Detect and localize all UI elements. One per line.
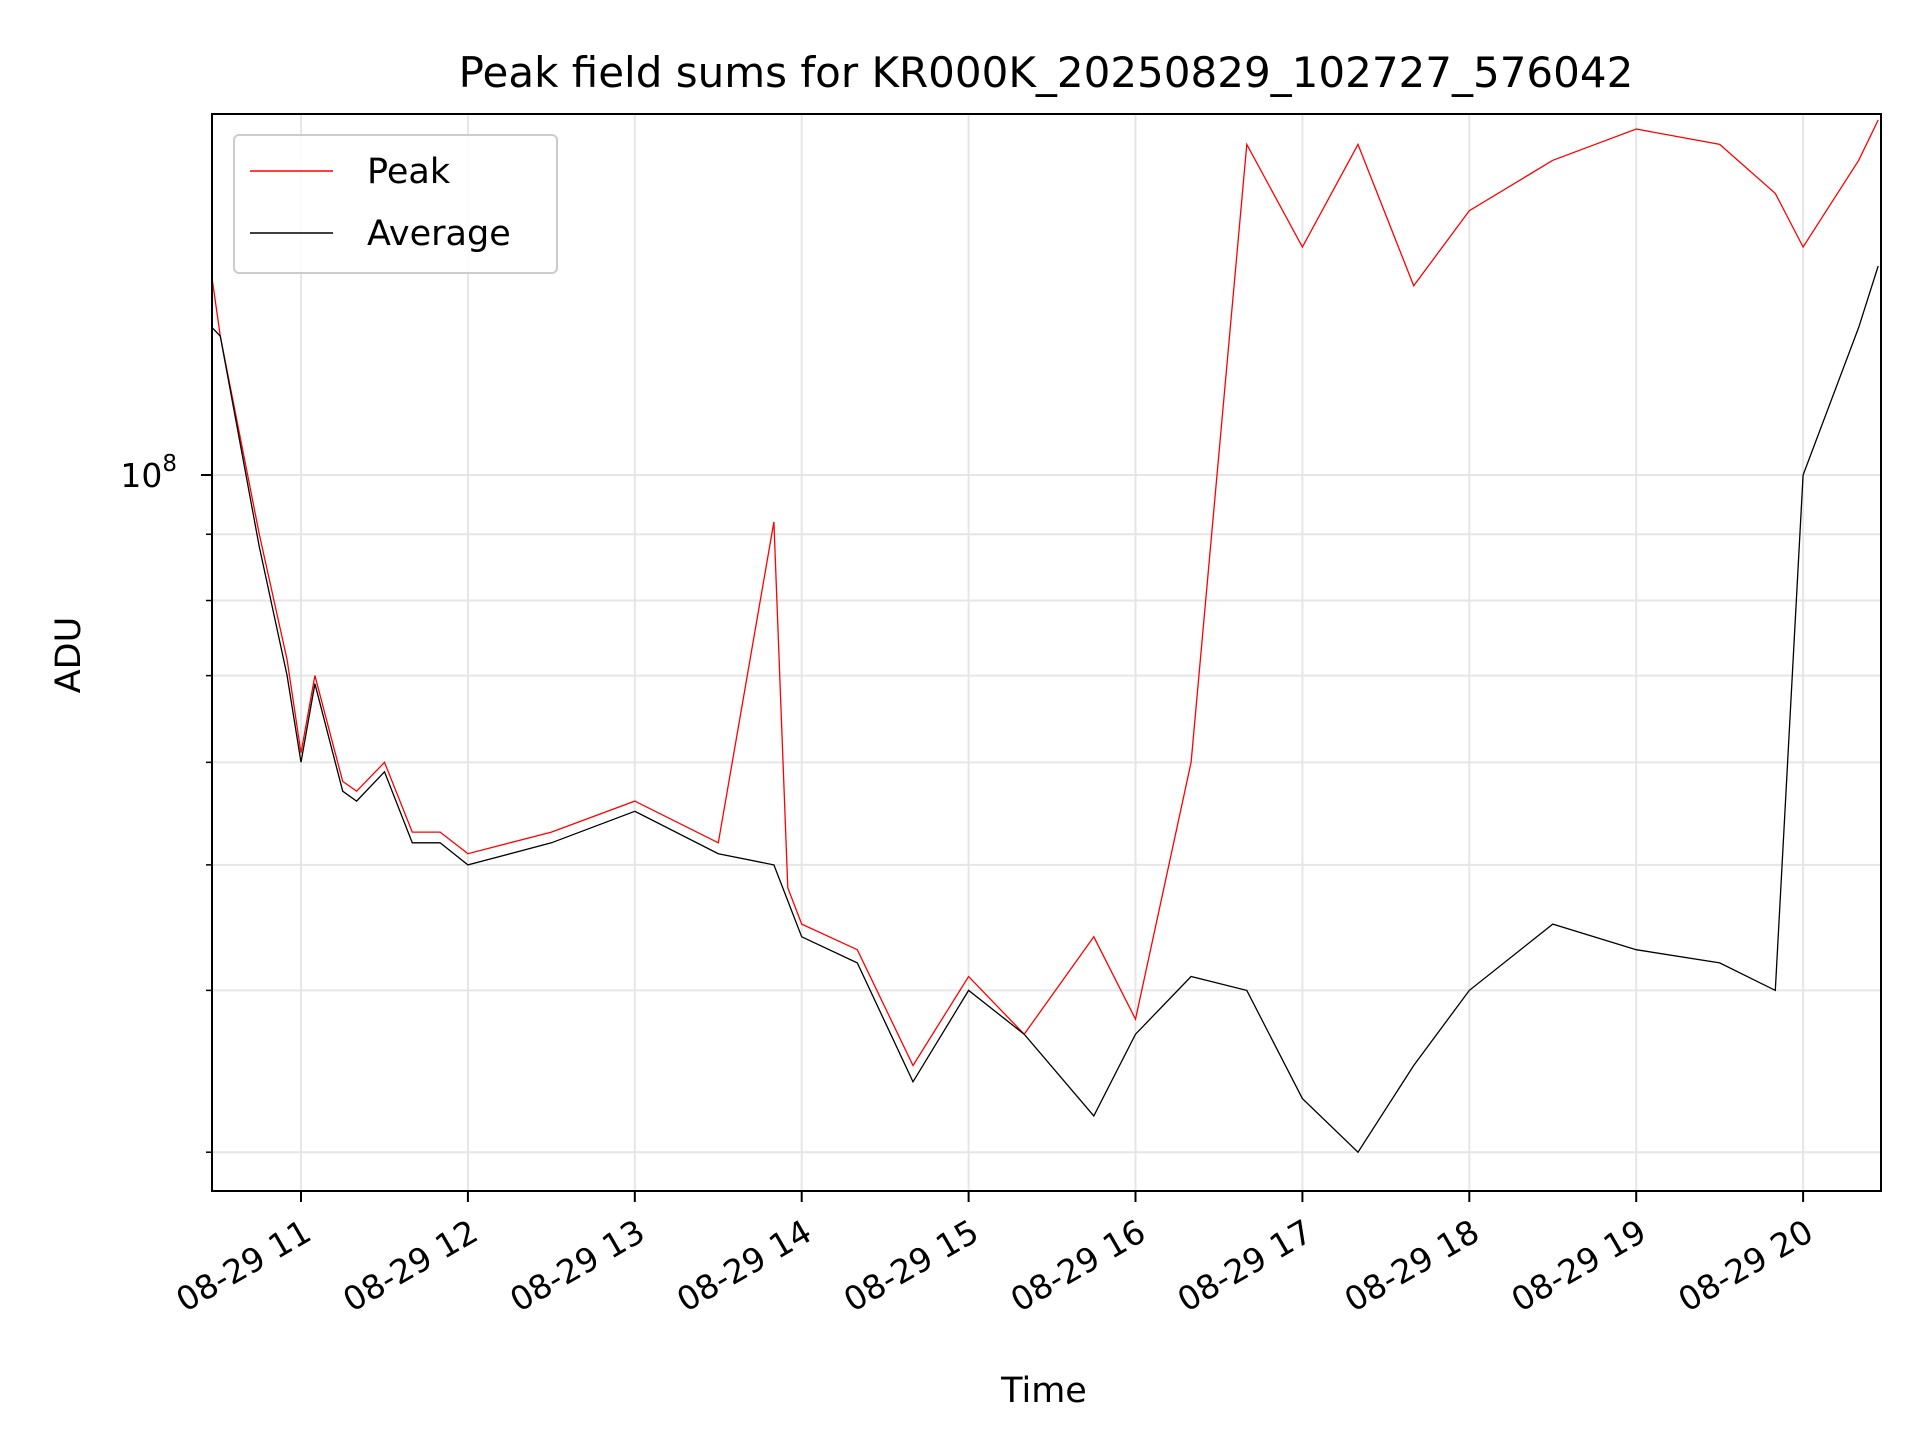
y-tick-label: 108: [120, 451, 177, 495]
chart-title: Peak field sums for KR000K_20250829_1027…: [459, 48, 1634, 97]
y-axis-label: ADU: [49, 617, 89, 694]
series-line-average: [211, 265, 1879, 1154]
legend-label-average: Average: [367, 214, 511, 254]
y-tick-label-base: 10: [120, 456, 162, 495]
series-group: [211, 119, 1879, 1154]
series-line-peak: [211, 119, 1879, 1067]
grid: [212, 114, 1881, 1191]
y-tick-label-exponent: 8: [162, 451, 177, 477]
plot-frame: [211, 113, 1882, 1192]
x-axis-label: Time: [1000, 1371, 1087, 1411]
legend-box: [233, 134, 558, 274]
legend: Peak Average: [233, 134, 558, 274]
y-axis-ticks: 108: [120, 451, 212, 1153]
legend-label-peak: Peak: [367, 152, 451, 192]
